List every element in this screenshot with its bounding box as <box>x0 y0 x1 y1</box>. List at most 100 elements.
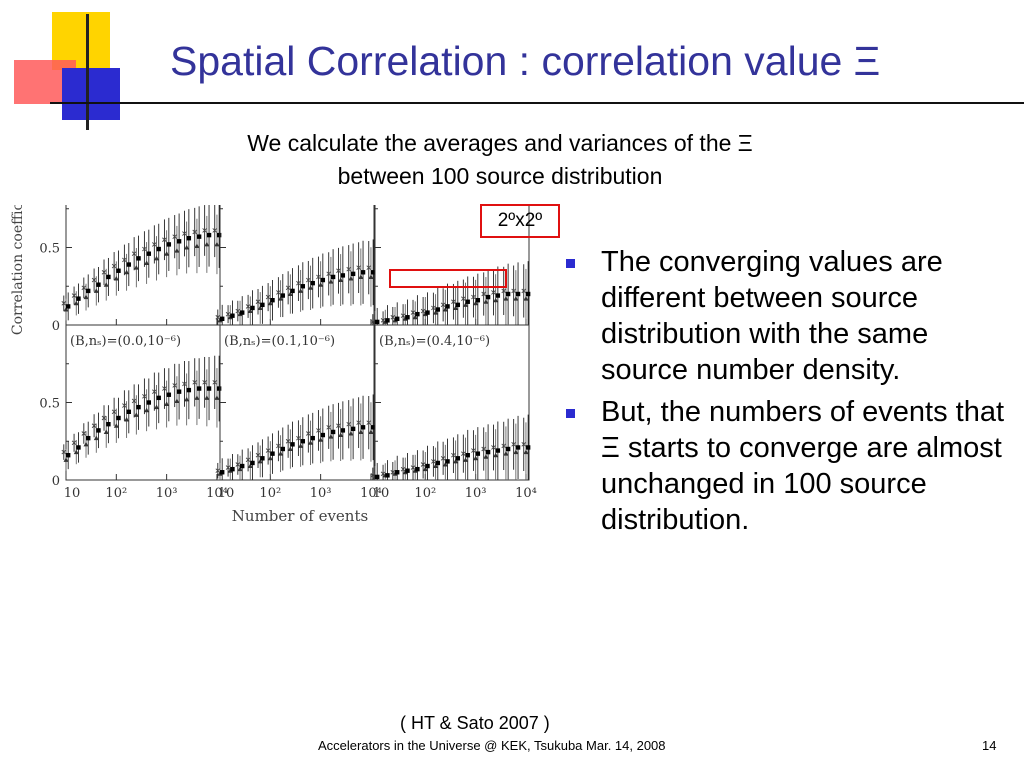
data-point-triangle <box>124 269 130 275</box>
x-tick-label: 10 <box>218 486 235 501</box>
data-point-triangle <box>453 305 459 310</box>
data-point-triangle <box>144 260 150 265</box>
data-point-square <box>216 232 222 238</box>
data-point-cross <box>285 438 291 444</box>
data-point-square <box>240 310 245 315</box>
data-point-square <box>220 470 225 475</box>
panel-label: (B,nₛ)=(0.0,10⁻⁶) <box>70 334 181 349</box>
data-point-square <box>166 242 172 247</box>
data-point-square <box>360 270 366 275</box>
data-point-cross <box>162 237 167 243</box>
data-point-cross <box>202 380 207 385</box>
data-point-triangle <box>368 274 374 279</box>
data-point-cross <box>61 300 67 306</box>
data-point-square <box>66 453 71 458</box>
data-point-cross <box>172 383 178 388</box>
data-point-triangle <box>348 431 354 436</box>
data-point-square <box>136 404 141 410</box>
data-point-square <box>300 439 306 444</box>
data-point-square <box>186 236 192 241</box>
data-point-square <box>485 294 491 300</box>
data-point-triangle <box>194 395 200 400</box>
data-point-cross <box>431 459 436 464</box>
data-point-square <box>96 428 101 433</box>
data-point-square <box>300 284 306 289</box>
data-point-cross <box>265 448 271 453</box>
data-point-square <box>230 466 235 472</box>
data-point-triangle <box>278 451 284 456</box>
data-point-cross <box>122 403 127 408</box>
data-point-square <box>240 463 245 469</box>
data-point-triangle <box>83 294 89 300</box>
data-point-square <box>435 460 440 466</box>
data-point-triangle <box>422 466 428 472</box>
data-point-triangle <box>63 457 69 462</box>
data-point-square <box>475 298 481 303</box>
data-point-triangle <box>144 407 150 413</box>
data-point-cross <box>491 290 496 295</box>
highlight-label: 2ºx2º <box>480 204 560 238</box>
data-point-triangle <box>368 429 374 434</box>
data-point-cross <box>296 435 301 441</box>
data-point-cross <box>81 285 87 291</box>
data-point-cross <box>122 257 127 263</box>
y-axis-title: Correlation coefficient Ξ <box>10 205 26 335</box>
data-point-cross <box>192 229 198 235</box>
data-point-cross <box>511 442 516 447</box>
data-point-triangle <box>257 458 263 464</box>
data-point-cross <box>481 291 487 297</box>
data-point-square <box>176 389 182 394</box>
data-point-square <box>220 316 225 321</box>
data-point-square <box>455 456 461 461</box>
data-point-cross <box>235 308 241 314</box>
data-point-cross <box>501 443 507 449</box>
data-point-cross <box>255 452 261 458</box>
data-point-cross <box>255 299 261 305</box>
data-point-cross <box>366 265 372 270</box>
panel-label: (B,nₛ)=(0.4,10⁻⁶) <box>379 334 490 349</box>
data-point-triangle <box>287 291 293 296</box>
chart-panel: (B,nₛ)=(0.4,10⁻⁵) <box>370 205 531 326</box>
data-point-square <box>445 304 450 309</box>
subtitle-line-1: We calculate the averages and variances … <box>247 130 753 156</box>
data-point-square <box>216 386 222 391</box>
data-point-triangle <box>513 449 519 455</box>
data-point-square <box>86 435 91 441</box>
data-point-square <box>96 282 101 287</box>
data-point-square <box>310 280 315 286</box>
data-point-triangle <box>338 277 344 283</box>
data-point-cross <box>172 234 178 239</box>
data-point-cross <box>71 440 77 446</box>
data-point-triangle <box>184 245 190 250</box>
data-point-square <box>350 426 356 432</box>
data-point-cross <box>346 266 352 272</box>
data-point-square <box>280 293 285 298</box>
data-point-cross <box>306 277 311 283</box>
x-axis-title: Number of events <box>232 507 368 525</box>
data-point-square <box>415 466 420 472</box>
data-point-cross <box>356 420 361 425</box>
bullet-text: The converging values are different betw… <box>601 246 943 386</box>
data-point-triangle <box>83 441 89 447</box>
data-point-triangle <box>318 437 324 442</box>
data-point-triangle <box>133 412 139 417</box>
data-point-square <box>106 274 111 280</box>
data-point-cross <box>91 277 97 283</box>
data-point-cross <box>440 455 446 461</box>
data-point-triangle <box>247 308 253 314</box>
data-point-square <box>76 296 81 301</box>
data-point-square <box>340 273 346 278</box>
y-tick-label: 0 <box>52 474 60 489</box>
data-point-triangle <box>453 458 459 464</box>
data-point-square <box>360 425 366 430</box>
data-point-square <box>290 442 295 447</box>
data-point-triangle <box>483 299 489 304</box>
data-point-triangle <box>513 296 519 301</box>
data-point-square <box>156 246 161 252</box>
data-point-triangle <box>154 255 160 261</box>
data-point-square <box>405 468 410 473</box>
data-point-square <box>330 274 336 280</box>
data-point-square <box>260 302 265 308</box>
citation: ( HT & Sato 2007 ) <box>400 713 550 733</box>
data-point-cross <box>81 431 87 436</box>
